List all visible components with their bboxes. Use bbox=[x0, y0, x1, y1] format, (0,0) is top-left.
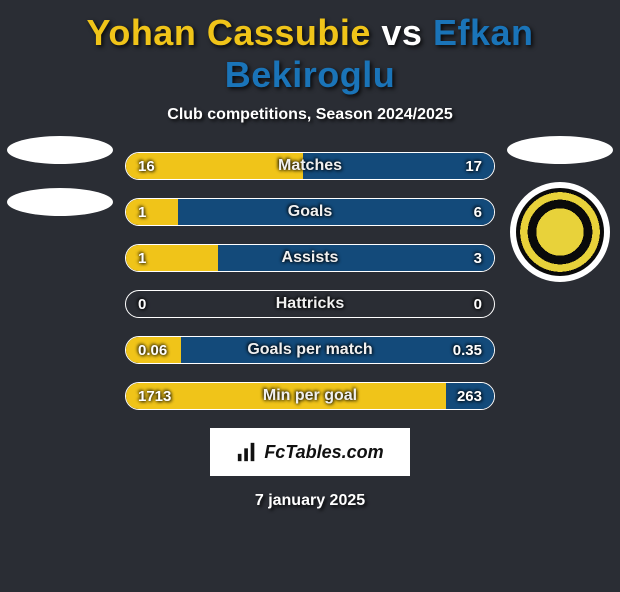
player1-placeholder-shape-1 bbox=[7, 136, 113, 164]
player2-placeholder-shape bbox=[507, 136, 613, 164]
stat-label: Assists bbox=[126, 245, 494, 271]
player1-club-badge bbox=[10, 182, 110, 282]
stat-label: Hattricks bbox=[126, 291, 494, 317]
player1-name: Yohan Cassubie bbox=[86, 12, 370, 53]
stats-container: 1617Matches 16Goals 13Assists 00Hattricks 0.… bbox=[125, 152, 495, 410]
stat-row: 16Goals bbox=[125, 198, 495, 226]
date: 7 january 2025 bbox=[0, 492, 620, 510]
stat-row: 00Hattricks bbox=[125, 290, 495, 318]
fctables-logo: FcTables.com bbox=[210, 428, 410, 476]
stat-row: 0.060.35Goals per match bbox=[125, 336, 495, 364]
page-title: Yohan Cassubie vs Efkan Bekiroglu bbox=[0, 12, 620, 96]
stat-label: Goals bbox=[126, 199, 494, 225]
stat-row: 1617Matches bbox=[125, 152, 495, 180]
player2-club-badge bbox=[510, 182, 610, 282]
fctables-text: FcTables.com bbox=[264, 442, 383, 463]
stat-label: Goals per match bbox=[126, 337, 494, 363]
stat-row: 1713263Min per goal bbox=[125, 382, 495, 410]
subtitle: Club competitions, Season 2024/2025 bbox=[0, 106, 620, 124]
stat-label: Matches bbox=[126, 153, 494, 179]
ankaragucu-crest-icon bbox=[510, 182, 610, 282]
vs-text: vs bbox=[381, 12, 433, 53]
bar-chart-icon bbox=[236, 441, 258, 463]
stat-label: Min per goal bbox=[126, 383, 494, 409]
stat-row: 13Assists bbox=[125, 244, 495, 272]
